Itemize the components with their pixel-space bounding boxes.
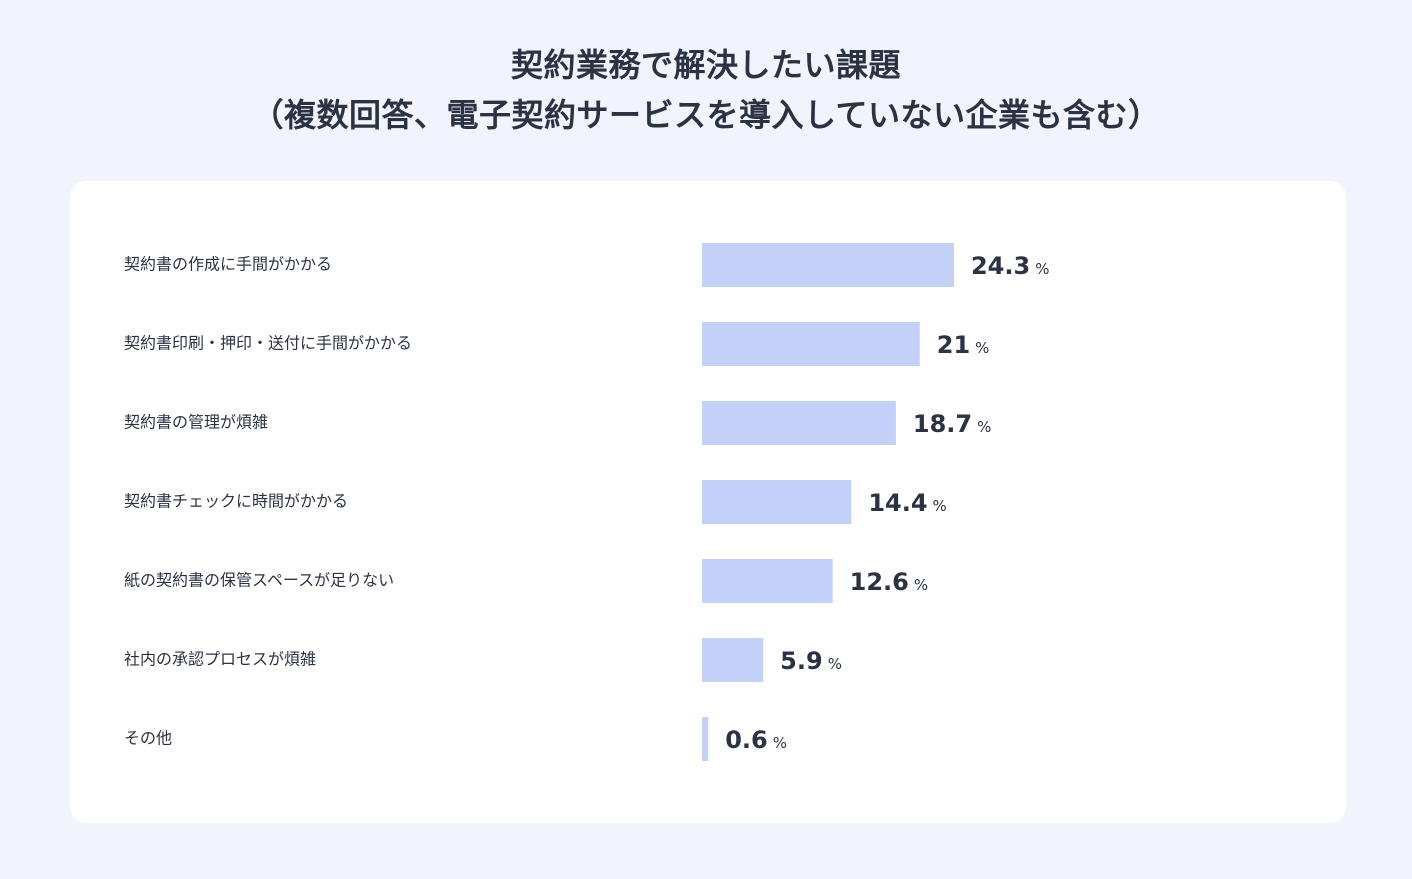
chart-card: 契約書の作成に手間がかかる 24.3% 契約書印刷・押印・送付に手間がかかる 21% 契… <box>70 181 1346 823</box>
value-label-5: 12.6% <box>850 568 928 596</box>
bar-5 <box>702 559 833 603</box>
value-number-5: 12.6 <box>850 568 909 596</box>
value-unit-6: % <box>828 655 842 673</box>
bar-1 <box>702 243 954 287</box>
value-unit-2: % <box>975 339 989 357</box>
value-number-1: 24.3 <box>971 252 1030 280</box>
chart-title: 契約業務で解決したい課題 （複数回答、電子契約サービスを導入していない企業も含む… <box>0 40 1412 140</box>
value-unit-3: % <box>977 418 991 436</box>
category-label-7: その他 <box>124 729 172 748</box>
category-label-3: 契約書の管理が煩雑 <box>124 413 268 432</box>
value-label-2: 21% <box>937 331 990 359</box>
value-number-2: 21 <box>937 331 970 359</box>
category-label-4: 契約書チェックに時間がかかる <box>124 492 348 511</box>
value-number-6: 5.9 <box>780 647 823 675</box>
value-label-6: 5.9% <box>780 647 842 675</box>
value-unit-4: % <box>933 497 947 515</box>
category-label-6: 社内の承認プロセスが煩雑 <box>124 650 316 669</box>
bar-2 <box>702 322 920 366</box>
value-label-3: 18.7% <box>913 410 991 438</box>
category-label-1: 契約書の作成に手間がかかる <box>124 255 332 274</box>
chart-title-line-1: 契約業務で解決したい課題 <box>510 46 901 84</box>
category-label-2: 契約書印刷・押印・送付に手間がかかる <box>124 334 412 353</box>
bar-4 <box>702 480 852 524</box>
bar-3 <box>702 401 896 445</box>
chart-title-line-2: （複数回答、電子契約サービスを導入していない企業も含む） <box>251 96 1161 134</box>
value-label-7: 0.6% <box>725 726 787 754</box>
value-unit-5: % <box>914 576 928 594</box>
value-number-7: 0.6 <box>725 726 768 754</box>
value-label-1: 24.3% <box>971 252 1049 280</box>
value-unit-1: % <box>1035 260 1049 278</box>
bar-chart: 契約書の作成に手間がかかる 24.3 % 契約書印刷・押印・送付に手間がかかる 21 % 契… <box>124 243 1049 761</box>
value-label-4: 14.4% <box>868 489 946 517</box>
value-number-4: 14.4 <box>868 489 927 517</box>
value-unit-7: % <box>773 734 787 752</box>
bar-7 <box>702 717 709 761</box>
value-number-3: 18.7 <box>913 410 972 438</box>
category-label-5: 紙の契約書の保管スペースが足りない <box>124 571 394 590</box>
bar-6 <box>702 638 764 682</box>
